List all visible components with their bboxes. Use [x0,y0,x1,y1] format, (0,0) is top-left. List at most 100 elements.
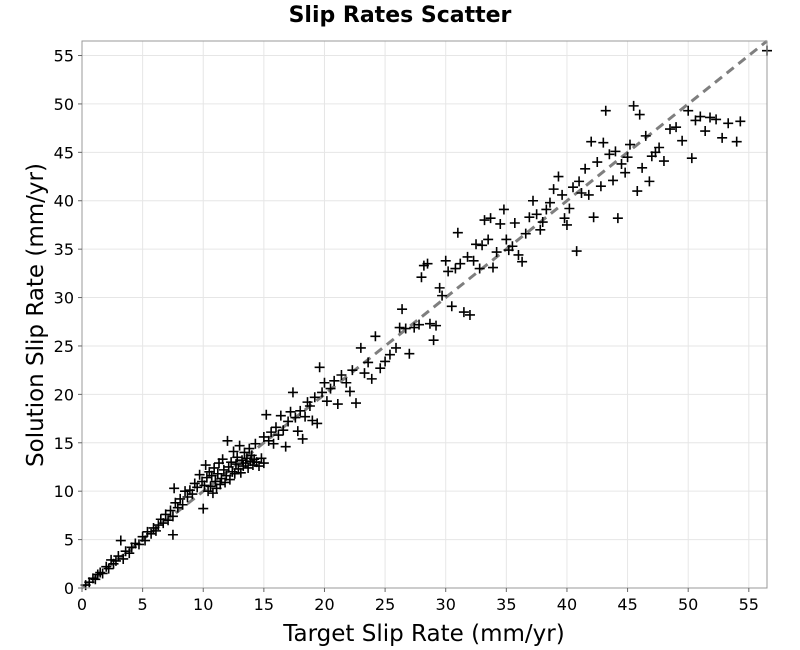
data-point [416,272,427,283]
data-point [359,368,370,379]
data-point [414,319,425,330]
data-point [524,212,535,223]
data-point [92,569,103,580]
data-point [735,116,746,127]
data-point [351,398,361,409]
data-point [347,365,358,376]
data-point [177,499,188,510]
data-point [261,409,272,420]
data-point [321,396,332,407]
data-point [118,553,129,564]
data-point [517,256,528,267]
data-point [464,309,475,320]
data-point [452,227,463,238]
data-point [625,139,635,150]
data-point [297,433,308,444]
data-point [574,176,585,187]
data-point [270,422,281,433]
y-axis-ticks: 0 5 10 15 20 25 30 35 40 45 50 55 [54,47,82,598]
x-tick-label: 0 [77,595,87,614]
data-point [206,470,217,481]
data-point [501,234,512,245]
data-point [604,149,615,160]
data-point [564,203,575,214]
data-point [133,539,144,550]
data-point [258,458,269,469]
y-tick-label: 25 [54,337,74,356]
data-point [95,567,106,578]
data-point [325,383,336,394]
data-point [404,348,415,359]
data-point [203,486,214,497]
data-point [468,255,479,266]
x-tick-label: 25 [375,595,395,614]
x-tick-label: 35 [496,595,516,614]
data-point [477,240,488,251]
data-point [509,218,520,229]
data-point [240,458,251,469]
data-point [598,137,609,148]
y-tick-label: 10 [54,482,74,501]
data-point [275,410,286,421]
chart-title: Slip Rates Scatter [289,3,512,28]
data-point [380,356,391,367]
data-point [167,529,178,540]
data-point [440,255,451,266]
data-point [295,405,306,416]
x-tick-label: 45 [617,595,637,614]
data-point [198,503,209,514]
data-point [235,467,246,478]
data-point [165,505,176,516]
data-point [375,363,386,374]
y-tick-label: 35 [54,240,74,259]
data-point [150,525,161,536]
data-point [479,215,490,226]
data-point [370,331,381,342]
data-point [671,122,682,133]
data-point [559,213,570,224]
data-point [278,425,289,436]
data-point [226,457,237,468]
data-point [723,118,734,129]
data-point [317,387,328,398]
data-point [620,167,631,178]
data-point [209,462,220,473]
data-point [498,204,509,215]
data-point [290,412,301,423]
data-point [571,246,582,257]
data-point [400,323,411,334]
data-point [600,105,611,116]
data-point [491,247,502,258]
data-point [580,163,591,174]
data-point [665,124,676,135]
data-point [222,435,233,446]
plot-area-frame [81,40,768,589]
data-point [250,438,261,449]
data-point [153,520,164,531]
data-point [110,555,121,566]
data-point [711,114,722,125]
data-point [422,258,433,269]
data-point [344,386,355,397]
data-point [717,132,728,143]
data-point [266,427,277,438]
data-point [450,263,461,274]
data-point [731,136,742,147]
data-point [705,112,716,123]
data-point [200,460,211,471]
data-point [458,307,469,318]
reference-line [81,39,768,590]
data-point [169,483,180,494]
data-point [199,480,210,491]
data-point [329,375,340,386]
x-tick-label: 20 [314,595,334,614]
y-tick-label: 50 [54,95,74,114]
data-point [167,511,178,522]
data-point [300,411,311,422]
data-point [507,241,518,252]
y-tick-label: 55 [54,47,74,66]
data-point [363,357,374,368]
data-point [640,130,651,141]
y-tick-label: 5 [64,531,74,550]
x-tick-label: 55 [739,595,759,614]
